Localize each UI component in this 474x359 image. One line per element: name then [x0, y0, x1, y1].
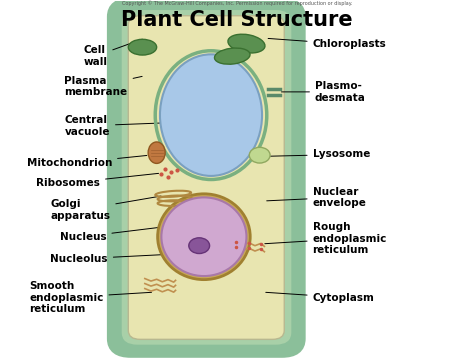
Text: Chloroplasts: Chloroplasts — [268, 38, 386, 49]
Ellipse shape — [161, 197, 246, 276]
Text: Plasma
membrane: Plasma membrane — [64, 76, 142, 97]
Text: Cell
wall: Cell wall — [83, 39, 142, 67]
Ellipse shape — [157, 194, 250, 280]
Text: Ribosomes: Ribosomes — [36, 173, 159, 188]
Text: Cytoplasm: Cytoplasm — [266, 292, 374, 303]
Ellipse shape — [228, 34, 265, 53]
Text: Plant Cell Structure: Plant Cell Structure — [121, 10, 353, 30]
FancyBboxPatch shape — [123, 11, 290, 343]
Text: Copyright © The McGraw-Hill Companies, Inc. Permission required for reproduction: Copyright © The McGraw-Hill Companies, I… — [122, 1, 352, 6]
Text: Lysosome: Lysosome — [271, 149, 370, 159]
Ellipse shape — [148, 142, 165, 163]
FancyBboxPatch shape — [112, 3, 301, 353]
Ellipse shape — [215, 48, 250, 64]
Text: Nucleus: Nucleus — [60, 226, 168, 242]
Text: Plasmo-
desmata: Plasmo- desmata — [282, 81, 366, 103]
Text: Mitochondrion: Mitochondrion — [27, 155, 147, 168]
Text: Central
vacuole: Central vacuole — [64, 115, 177, 137]
Ellipse shape — [189, 238, 210, 253]
Text: Rough
endoplasmic
reticulum: Rough endoplasmic reticulum — [265, 222, 387, 255]
Ellipse shape — [160, 54, 262, 176]
Text: Smooth
endoplasmic
reticulum: Smooth endoplasmic reticulum — [29, 281, 152, 314]
Text: Golgi
apparatus: Golgi apparatus — [50, 196, 161, 221]
Ellipse shape — [128, 39, 156, 55]
Text: Nuclear
envelope: Nuclear envelope — [267, 187, 366, 208]
FancyBboxPatch shape — [128, 16, 284, 339]
Ellipse shape — [249, 147, 270, 163]
Text: Nucleolus: Nucleolus — [50, 253, 196, 264]
